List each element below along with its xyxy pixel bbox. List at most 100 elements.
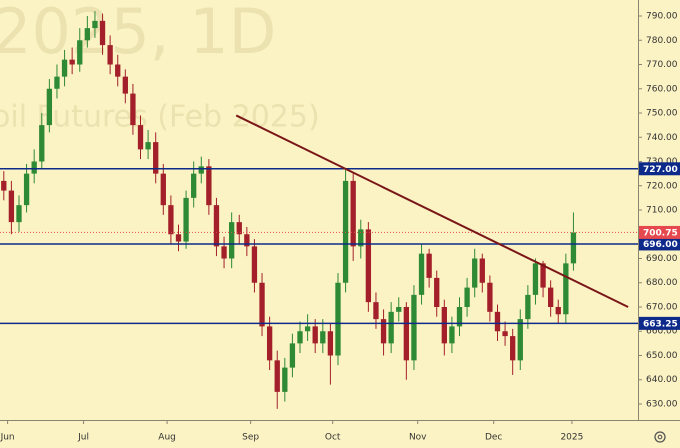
candle-body (388, 311, 394, 344)
candle-body (54, 76, 60, 89)
candle-body (92, 20, 98, 29)
y-tick-label: 680.00 (646, 278, 678, 288)
candle-body (411, 294, 417, 361)
y-tick-label: 670.00 (646, 302, 678, 312)
candle-body (23, 173, 30, 206)
y-tick-label: 780.00 (646, 36, 678, 46)
candle-body (312, 326, 318, 344)
candle-body (130, 93, 136, 126)
candle-body (525, 294, 531, 320)
candle-body (494, 311, 501, 332)
candle-body (289, 343, 296, 368)
y-tick-label: 640.00 (646, 375, 678, 385)
candle-body (510, 336, 516, 361)
candle-body (31, 161, 37, 174)
price-tag (639, 162, 680, 176)
y-tick-label: 690.00 (646, 254, 678, 264)
price-tag-label: 663.25 (643, 319, 678, 329)
candle-body (251, 246, 258, 283)
candle-body (517, 319, 523, 361)
candle-body (16, 205, 22, 223)
candle-body (183, 197, 189, 242)
candle-body (358, 229, 364, 247)
x-tick-label: Jul (77, 433, 89, 443)
candle-body (555, 306, 561, 315)
candle-body (350, 180, 356, 247)
candle-body (84, 28, 91, 41)
candle-body (69, 59, 75, 65)
candle-body (282, 367, 288, 392)
candle-body (198, 166, 204, 174)
settings-icon[interactable] (654, 431, 666, 443)
y-tick-label: 770.00 (646, 60, 678, 70)
candle-body (532, 263, 539, 295)
candle-body (1, 180, 7, 191)
price-tag-label: 696.00 (643, 240, 678, 250)
watermark: 2025, 1D (0, 0, 276, 68)
candle-body (563, 263, 569, 315)
candle-body (403, 306, 410, 361)
candle-body (464, 287, 470, 307)
candle-body (168, 205, 174, 235)
candle-body (396, 306, 402, 312)
candle-body (502, 331, 508, 337)
y-tick-label: 760.00 (646, 84, 678, 94)
candle-body (61, 59, 68, 77)
candle-body (99, 20, 106, 46)
candle-body (206, 166, 212, 206)
x-tick-label: Oct (325, 433, 341, 443)
candle-body (77, 40, 83, 65)
price-tag (639, 237, 680, 251)
y-tick-label: 750.00 (646, 109, 678, 119)
candle-body (479, 258, 485, 283)
x-tick-label: 2025 (560, 433, 583, 443)
candle-body (320, 331, 326, 344)
watermark-subtitle: oil Futures (Feb 2025) (0, 100, 320, 135)
candle-body (327, 331, 334, 356)
y-tick-label: 740.00 (646, 133, 678, 143)
price-tag (639, 225, 680, 239)
candle-body (365, 229, 372, 303)
candle-body (175, 234, 182, 242)
y-tick-label: 720.00 (646, 181, 678, 191)
candle-body (46, 88, 53, 126)
candle-body (434, 277, 440, 307)
candle-body (487, 282, 493, 312)
candle-body (266, 326, 273, 361)
candle-body (570, 232, 577, 264)
candle-body (213, 205, 220, 247)
y-tick-label: 730.00 (646, 157, 678, 167)
candle-body (39, 125, 45, 162)
x-tick-label: Aug (158, 433, 176, 443)
candle-body (8, 190, 15, 223)
price-tag (639, 316, 680, 330)
candle-body (145, 142, 151, 150)
candle-body (304, 326, 311, 332)
candle-body (191, 173, 197, 198)
candle-body (228, 222, 235, 259)
candle-body (221, 246, 227, 259)
y-tick-label: 710.00 (646, 206, 678, 216)
candle-body (297, 331, 303, 344)
x-tick-label: Jun (0, 433, 15, 443)
price-tag-label: 700.75 (643, 228, 678, 238)
y-tick-label: 790.00 (646, 12, 678, 22)
candle-body (244, 234, 250, 247)
y-tick-label: 630.00 (646, 399, 678, 409)
candle-body (274, 360, 280, 392)
candle-body (456, 306, 463, 327)
x-tick-label: Nov (409, 433, 427, 443)
x-tick-label: Dec (485, 433, 502, 443)
candle-body (547, 287, 554, 307)
y-tick-label: 650.00 (646, 351, 678, 361)
candle-body (441, 306, 447, 344)
y-tick-label: 660.00 (646, 327, 678, 337)
candle-body (380, 319, 387, 344)
trendline (235, 114, 629, 308)
candle-body (160, 173, 166, 206)
candle-body (540, 263, 546, 288)
candle-body (236, 222, 242, 235)
